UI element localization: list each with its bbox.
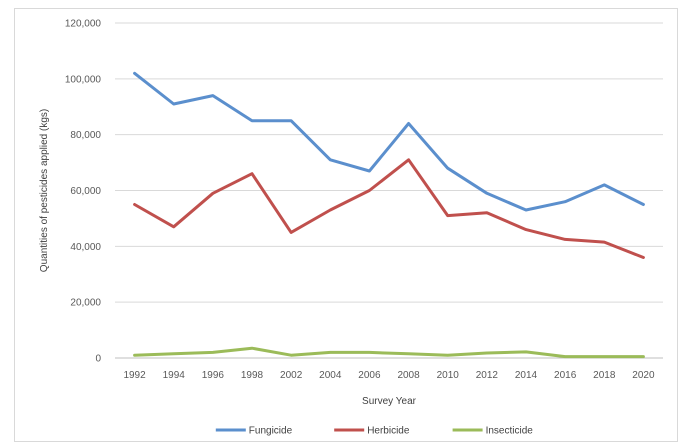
x-tick-label: 2018	[593, 370, 616, 381]
x-tick-label: 2010	[437, 370, 460, 381]
y-tick-label: 0	[95, 354, 101, 365]
x-tick-label: 1998	[241, 370, 264, 381]
x-tick-label: 2006	[358, 370, 381, 381]
x-tick-label: 1992	[123, 370, 146, 381]
y-tick-label: 100,000	[65, 74, 102, 85]
y-axis-title: Quantities of pesticides applied (kgs)	[39, 109, 50, 272]
series-line-herbicide	[133, 158, 645, 259]
legend-item-insecticide: Insecticide	[452, 426, 534, 437]
y-tick-label: 60,000	[70, 186, 101, 197]
legend-label: Insecticide	[486, 426, 534, 437]
legend-item-herbicide: Herbicide	[334, 426, 410, 437]
series-line-insecticide	[133, 346, 645, 359]
legend-label: Herbicide	[367, 426, 410, 437]
legend-label: Fungicide	[249, 426, 293, 437]
x-tick-label: 2004	[319, 370, 342, 381]
line-chart: 020,00040,00060,00080,000100,000120,000 …	[39, 19, 663, 437]
x-tick-label: 2012	[476, 370, 499, 381]
y-tick-label: 120,000	[65, 19, 102, 30]
y-tick-label: 80,000	[70, 130, 101, 141]
x-tick-label: 2020	[632, 370, 655, 381]
x-tick-label: 2008	[397, 370, 420, 381]
y-tick-label: 40,000	[70, 242, 101, 253]
x-tick-label: 2016	[554, 370, 577, 381]
grid-layer	[115, 22, 663, 359]
series-layer	[133, 71, 645, 359]
x-tick-label: 1996	[202, 370, 225, 381]
legend-item-fungicide: Fungicide	[215, 426, 293, 437]
x-tick-label: 2002	[280, 370, 303, 381]
x-tick-label: 2014	[515, 370, 538, 381]
chart-frame: 0 20,000 40,000 60,000 80,000 100,000 120,000 …	[14, 8, 678, 442]
y-tick-label: 20,000	[70, 298, 101, 309]
series-line-fungicide	[133, 71, 645, 212]
x-tick-labels: 1992 1994 1996 1998 2002 2004 2006 2008 2010 2012…	[123, 370, 655, 381]
legend: Fungicide Herbicide Insecticide	[215, 426, 534, 437]
x-tick-label: 1994	[163, 370, 186, 381]
x-axis-title: Survey Year	[362, 396, 417, 407]
y-tick-labels: 0 20,000 40,000 60,000 80,000 100,000 120,000	[65, 19, 102, 365]
